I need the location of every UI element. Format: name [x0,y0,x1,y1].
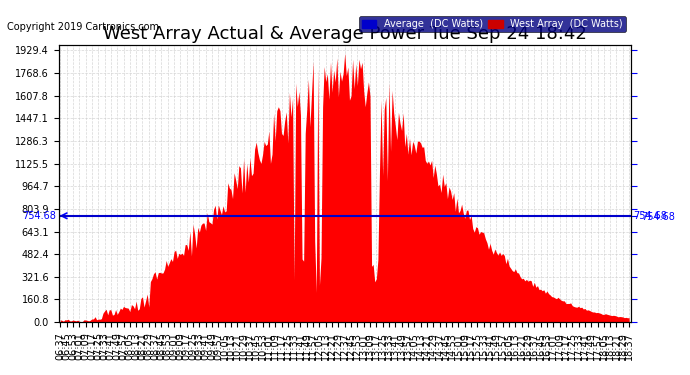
Text: Copyright 2019 Cartronics.com: Copyright 2019 Cartronics.com [7,22,159,32]
Text: 754.68: 754.68 [22,211,56,221]
Legend: Average  (DC Watts), West Array  (DC Watts): Average (DC Watts), West Array (DC Watts… [359,16,626,32]
Title: West Array Actual & Average Power Tue Sep 24 18:42: West Array Actual & Average Power Tue Se… [103,25,586,43]
Text: 754.68: 754.68 [633,211,667,221]
